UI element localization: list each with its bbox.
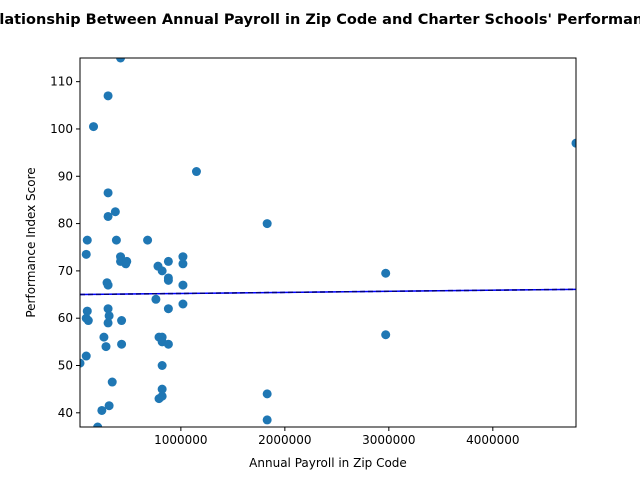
data-point: [178, 252, 188, 262]
data-point: [82, 306, 92, 316]
y-tick-label: 70: [58, 264, 73, 278]
data-point: [178, 299, 188, 309]
data-point: [89, 122, 99, 132]
data-point: [163, 339, 173, 349]
data-point: [143, 235, 153, 245]
x-tick-label: 2000000: [258, 433, 311, 447]
data-point: [157, 384, 167, 394]
data-point: [104, 401, 114, 411]
data-points: [80, 58, 576, 427]
plot-frame: [79, 57, 577, 428]
plot-area: [80, 58, 576, 427]
chart-title: Relationship Between Annual Payroll in Z…: [0, 12, 640, 28]
data-point: [117, 339, 127, 349]
data-point: [178, 259, 188, 269]
x-tick-label: 3000000: [362, 433, 415, 447]
data-point: [103, 280, 113, 290]
data-point: [82, 235, 92, 245]
x-tick-label: 4000000: [466, 433, 519, 447]
data-point: [157, 361, 167, 370]
data-point: [178, 280, 188, 290]
data-point: [157, 391, 167, 401]
data-point: [81, 249, 91, 259]
data-point: [111, 235, 121, 245]
data-point: [104, 311, 114, 321]
trend-line-dashed: [80, 288, 576, 296]
trend-lines: [80, 288, 576, 296]
data-point: [97, 405, 107, 415]
y-tick-label: 40: [58, 406, 73, 420]
y-tick-label: 80: [58, 217, 73, 231]
y-tick-label: 110: [50, 75, 73, 89]
x-tick-label: 1000000: [154, 433, 207, 447]
data-point: [122, 256, 132, 266]
data-point: [103, 91, 113, 101]
data-point: [101, 342, 111, 352]
data-point: [93, 422, 103, 427]
data-point: [262, 389, 272, 399]
data-point: [116, 58, 126, 63]
data-point: [110, 207, 120, 217]
data-point: [103, 211, 113, 221]
data-point: [80, 358, 85, 368]
x-axis-ticks: 1000000 2000000 3000000 4000000: [154, 427, 520, 447]
data-point: [103, 318, 113, 328]
data-point: [571, 138, 576, 148]
y-tick-label: 90: [58, 169, 73, 183]
data-point: [103, 188, 113, 198]
y-tick-label: 60: [58, 311, 73, 325]
data-point: [191, 167, 201, 177]
data-point: [103, 304, 113, 314]
data-point: [262, 415, 272, 425]
data-point: [163, 273, 173, 283]
data-point: [381, 330, 391, 340]
y-tick-label: 50: [58, 359, 73, 373]
y-axis-label: Performance Index Score: [24, 167, 38, 317]
y-axis-ticks: 40 50 60 70 80 90 100 110: [50, 75, 80, 420]
data-point: [381, 268, 391, 278]
data-point: [83, 316, 93, 326]
data-point: [163, 256, 173, 266]
x-axis-label: Annual Payroll in Zip Code: [249, 456, 407, 470]
data-point: [117, 316, 127, 326]
data-point: [99, 332, 109, 342]
data-point: [262, 219, 272, 229]
data-point: [107, 377, 117, 387]
data-point: [81, 351, 91, 361]
data-point: [151, 294, 161, 304]
data-point: [163, 304, 173, 314]
data-point: [157, 266, 167, 276]
y-tick-label: 100: [50, 122, 73, 136]
